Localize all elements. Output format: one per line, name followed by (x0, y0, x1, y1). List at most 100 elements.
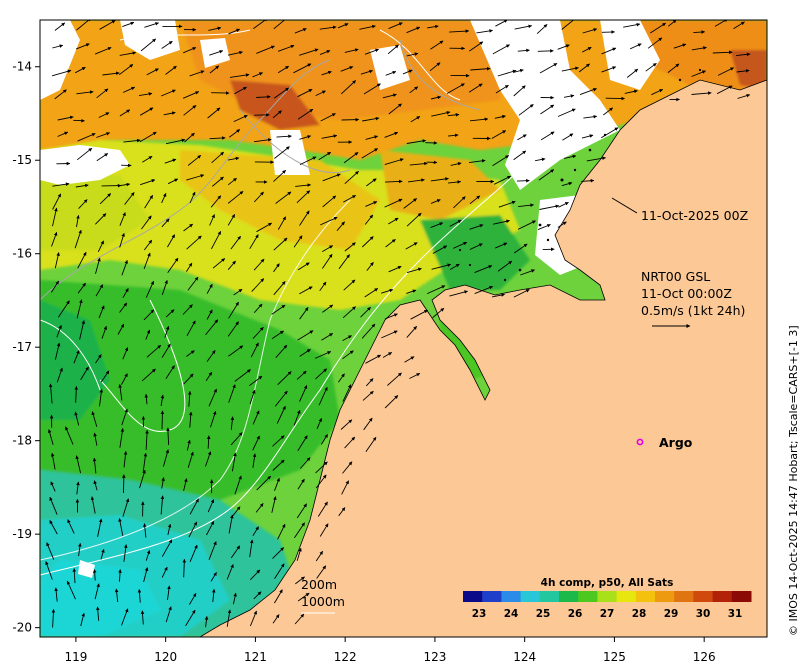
current-vector (712, 50, 733, 55)
current-vector (274, 477, 280, 491)
current-vector (205, 371, 213, 381)
current-vector (427, 285, 446, 295)
current-vector (165, 65, 177, 75)
current-vector (205, 319, 219, 336)
current-vector (272, 614, 280, 624)
current-vector (186, 262, 193, 272)
current-vector (338, 254, 350, 270)
current-vector (139, 131, 157, 143)
colorbar-title: 4h comp, p50, All Sats (541, 577, 674, 589)
lon-tick-label: 123 (423, 650, 446, 664)
current-vector (208, 388, 217, 407)
current-vector (123, 138, 141, 143)
current-vector (513, 288, 530, 298)
current-vector (272, 435, 285, 447)
current-vector (78, 542, 82, 557)
current-vector (187, 451, 194, 468)
current-vector (56, 324, 62, 338)
lon-tick-label: 121 (244, 650, 267, 664)
current-vector (362, 116, 380, 122)
current-vector (409, 372, 421, 379)
current-vector (228, 384, 236, 403)
current-vector (322, 304, 334, 313)
current-vector (645, 62, 657, 72)
current-vector (52, 193, 62, 210)
current-vector (230, 416, 235, 430)
current-vector (382, 352, 393, 358)
current-time-label: 11-Oct 00:00Z (641, 286, 732, 301)
current-vector (492, 44, 510, 55)
current-vector (338, 373, 345, 383)
current-vector (232, 592, 237, 605)
current-vector (366, 178, 377, 187)
current-vector (93, 480, 98, 491)
current-vector (256, 95, 271, 99)
colorbar-swatch (463, 591, 483, 602)
current-vector (74, 386, 79, 403)
lat-tick-label: -16 (12, 247, 32, 261)
current-vector (187, 276, 199, 291)
current-vector (228, 156, 240, 161)
current-vector (211, 151, 224, 164)
argo-float-marker[interactable] (636, 438, 644, 446)
current-vector (299, 48, 319, 56)
current-vector (601, 47, 617, 55)
lon-tick-label: 122 (334, 650, 357, 664)
current-vector (208, 541, 217, 560)
current-vector (271, 330, 284, 340)
current-vector (229, 129, 241, 138)
current-vector (494, 114, 506, 119)
current-vector (161, 89, 176, 97)
current-vector (297, 330, 314, 341)
current-vector (227, 50, 243, 56)
current-vector (320, 113, 336, 122)
current-vector (183, 47, 197, 54)
current-vector (320, 434, 328, 445)
plot-frame (39, 19, 768, 638)
colorbar-swatch (597, 591, 618, 602)
current-vector (474, 285, 494, 295)
current-vector (164, 158, 177, 164)
current-vector (430, 95, 442, 100)
argo-label: Argo (659, 435, 693, 450)
current-vector (517, 48, 530, 53)
current-vector (94, 583, 100, 600)
current-vector (299, 385, 308, 402)
current-vector (252, 410, 260, 425)
current-vector (75, 183, 89, 188)
current-vector (365, 436, 377, 453)
current-vector (205, 451, 212, 467)
current-vector (143, 567, 149, 583)
current-vector (430, 199, 441, 204)
current-vector (74, 229, 82, 249)
current-vector (77, 251, 87, 269)
current-vector (517, 134, 527, 141)
current-vector (188, 521, 198, 538)
current-vector (206, 350, 216, 362)
current-vector (271, 304, 286, 315)
current-vector (297, 435, 308, 451)
current-vector (365, 354, 382, 364)
current-vector (540, 104, 555, 115)
current-vector (382, 93, 397, 99)
current-vector (73, 118, 85, 123)
current-vector (388, 22, 403, 30)
current-vector (114, 588, 119, 603)
current-vector (121, 608, 129, 626)
current-vector (431, 263, 452, 270)
current-vector (362, 390, 374, 401)
current-vector (299, 286, 313, 295)
colorbar-tick-label: 27 (600, 608, 615, 620)
current-vector (274, 390, 288, 407)
current-vector (409, 161, 428, 166)
current-vector (209, 65, 220, 74)
current-vector (384, 395, 399, 409)
current-vector (95, 284, 104, 297)
current-vector (227, 214, 236, 226)
current-vector (513, 68, 524, 73)
current-vector (449, 263, 460, 270)
current-vector (364, 214, 374, 225)
current-vector (98, 112, 110, 118)
colorbar-swatch (539, 591, 560, 602)
current-vector (277, 523, 286, 540)
